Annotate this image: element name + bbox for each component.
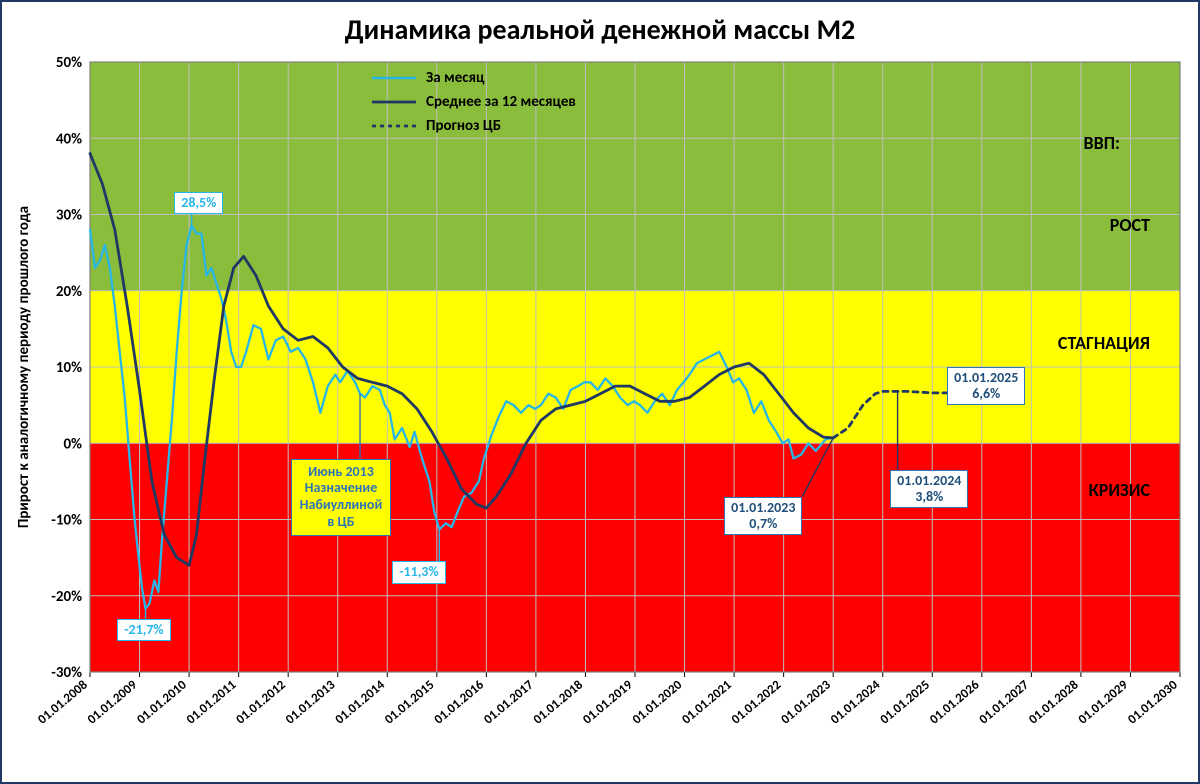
svg-text:01.01.2018: 01.01.2018 — [531, 677, 587, 727]
svg-text:01.01.2027: 01.01.2027 — [977, 677, 1033, 727]
legend-item: За месяц — [370, 68, 576, 88]
callout: 01.01.20243,8% — [890, 470, 968, 508]
legend-item: Среднее за 12 месяцев — [370, 92, 576, 112]
callout: -11,3% — [392, 561, 445, 583]
zone-header: ВВП: — [1084, 132, 1120, 154]
svg-text:01.01.2008: 01.01.2008 — [35, 677, 91, 727]
svg-text:01.01.2022: 01.01.2022 — [729, 677, 785, 727]
svg-text:01.01.2015: 01.01.2015 — [382, 678, 437, 728]
legend-label: За месяц — [426, 69, 484, 87]
annotation-note: Июнь 2013НазначениеНабиуллинойв ЦБ — [291, 459, 392, 536]
svg-text:01.01.2017: 01.01.2017 — [481, 677, 537, 727]
svg-text:01.01.2011: 01.01.2011 — [184, 677, 240, 727]
chart-frame: Динамика реальной денежной массы М2 -30%… — [0, 0, 1200, 784]
svg-text:01.01.2025: 01.01.2025 — [878, 678, 933, 728]
svg-text:01.01.2016: 01.01.2016 — [432, 677, 488, 727]
svg-text:01.01.2026: 01.01.2026 — [927, 677, 983, 727]
svg-text:01.01.2020: 01.01.2020 — [630, 677, 686, 727]
callout: 01.01.20256,6% — [947, 367, 1025, 405]
svg-text:01.01.2028: 01.01.2028 — [1026, 677, 1082, 727]
svg-text:-20%: -20% — [51, 588, 82, 606]
svg-text:01.01.2024: 01.01.2024 — [828, 677, 884, 727]
callout: 01.01.20230,7% — [724, 497, 802, 535]
svg-text:01.01.2014: 01.01.2014 — [333, 677, 389, 727]
callout: -21,7% — [117, 619, 170, 641]
zone-label: СТАГНАЦИЯ — [1058, 332, 1150, 354]
svg-text:20%: 20% — [56, 283, 82, 301]
legend-label: Прогноз ЦБ — [426, 117, 501, 135]
legend-item: Прогноз ЦБ — [370, 116, 576, 136]
svg-text:01.01.2013: 01.01.2013 — [283, 677, 339, 727]
legend: За месяц Среднее за 12 месяцев Прогноз ЦБ — [370, 68, 576, 140]
svg-text:30%: 30% — [56, 207, 82, 225]
svg-text:01.01.2010: 01.01.2010 — [134, 677, 190, 727]
svg-text:01.01.2030: 01.01.2030 — [1125, 677, 1181, 727]
svg-text:-10%: -10% — [51, 512, 82, 530]
plot-area: -30%-20%-10%0%10%20%30%40%50%01.01.20080… — [2, 2, 1198, 780]
zone-label: РОСТ — [1110, 214, 1150, 236]
svg-text:Прирост к аналогичному периоду: Прирост к аналогичному периоду прошлого … — [15, 206, 33, 528]
svg-text:01.01.2019: 01.01.2019 — [580, 677, 636, 727]
svg-text:01.01.2012: 01.01.2012 — [233, 677, 289, 727]
zone-label: КРИЗИС — [1089, 479, 1150, 501]
svg-text:0%: 0% — [63, 435, 82, 453]
svg-text:40%: 40% — [56, 130, 82, 148]
callout: 28,5% — [174, 192, 223, 214]
svg-text:01.01.2029: 01.01.2029 — [1076, 677, 1132, 727]
svg-text:01.01.2023: 01.01.2023 — [778, 677, 834, 727]
svg-text:01.01.2009: 01.01.2009 — [85, 677, 141, 727]
svg-text:10%: 10% — [56, 359, 82, 377]
svg-text:01.01.2021: 01.01.2021 — [679, 677, 735, 727]
svg-text:50%: 50% — [56, 54, 82, 72]
legend-label: Среднее за 12 месяцев — [426, 93, 576, 111]
